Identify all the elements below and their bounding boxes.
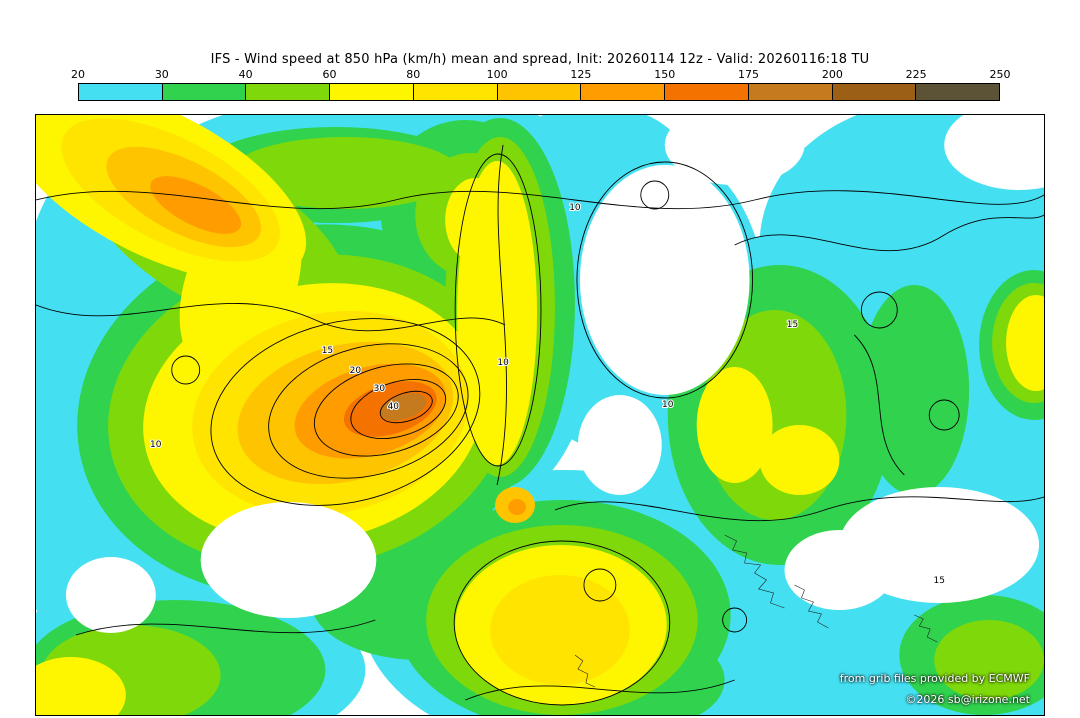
- colorbar-ticks: 20 30 40 60 80 100 125 150 175 200 225 250: [71, 68, 1011, 82]
- map-line: [464, 679, 735, 701]
- contour-label: 10: [662, 400, 674, 410]
- contour-fill-shape: [934, 620, 1044, 700]
- contour-label: 10: [497, 358, 509, 368]
- colorbar-tick-label: 200: [821, 68, 843, 81]
- contour-fill-shape: [200, 502, 377, 618]
- map-line: [724, 534, 785, 609]
- map-line: [453, 540, 671, 706]
- contour-label: 15: [322, 346, 333, 356]
- contour-fill-shape: [577, 395, 662, 495]
- contour-label: 40: [388, 402, 400, 412]
- map-line: [583, 568, 617, 602]
- contour-fill-shape: [36, 657, 126, 715]
- contour-label: 10: [150, 440, 162, 450]
- contour-fill-shape: [380, 393, 427, 421]
- contour-fill-shape: [445, 178, 506, 262]
- map-line: [860, 291, 898, 329]
- attribution-copyright: ©2026 sb@irizone.net: [905, 693, 1030, 706]
- contour-label: 15: [787, 320, 798, 330]
- colorbar-cell: [162, 84, 247, 100]
- map-line: [313, 363, 459, 457]
- contour-fill-shape: [784, 530, 895, 610]
- map-line: [576, 161, 754, 399]
- map-line: [722, 607, 748, 633]
- contour-fill-shape: [759, 425, 840, 495]
- contour-label: 15: [933, 576, 944, 586]
- colorbar: 20 30 40 60 80 100 125 150 175 200 225 250: [71, 68, 1011, 101]
- colorbar-cell: [581, 84, 666, 100]
- colorbar-cell: [748, 84, 833, 100]
- contour-label: 30: [374, 384, 386, 394]
- colorbar-tick-label: 100: [486, 68, 508, 81]
- map-line: [379, 390, 433, 424]
- colorbar-cells: [78, 83, 1000, 101]
- map-line: [496, 144, 507, 486]
- map-line: [268, 343, 469, 479]
- contour-fill-shape: [65, 557, 156, 633]
- page-title: IFS - Wind speed at 850 hPa (km/h) mean …: [210, 52, 870, 67]
- filled-contours-layer: [36, 115, 1044, 715]
- attribution-source: from grib files provided by ECMWF: [839, 672, 1030, 685]
- coastlines: [574, 534, 938, 688]
- contour-fill-shape: [508, 499, 527, 515]
- colorbar-tick-label: 150: [654, 68, 676, 81]
- colorbar-cell: [916, 84, 1000, 100]
- contour-fill-shape: [1006, 295, 1044, 391]
- contour-fill-shape: [490, 575, 630, 685]
- map-line: [914, 614, 938, 643]
- map-line: [574, 654, 596, 688]
- map-line: [36, 190, 1044, 210]
- colorbar-cell: [497, 84, 582, 100]
- colorbar-tick-label: 250: [989, 68, 1011, 81]
- map-line: [794, 584, 829, 629]
- map-line: [210, 318, 481, 506]
- map-panel: 15 20 30 40 10 10 15 10 15 10 from grib files pro…: [35, 114, 1045, 716]
- white-low-wind-areas: [65, 115, 1044, 633]
- contour-fill-shape: [579, 165, 750, 395]
- map-line: [734, 214, 1044, 251]
- contour-fill-shape: [944, 115, 1044, 190]
- contour-fill-shape: [696, 367, 773, 483]
- contour-fill-shape: [859, 285, 970, 495]
- map-line: [554, 496, 1044, 522]
- colorbar-tick-label: 175: [738, 68, 760, 81]
- colorbar-tick-label: 40: [238, 68, 253, 81]
- map-line: [75, 619, 376, 636]
- contour-fill-shape: [150, 176, 242, 234]
- contour-fill-shape: [230, 137, 461, 209]
- colorbar-tick-label: 60: [322, 68, 337, 81]
- colorbar-cell: [832, 84, 917, 100]
- map-line: [171, 355, 201, 385]
- contour-fill-shape: [664, 115, 805, 185]
- colorbar-cell: [665, 84, 749, 100]
- map-line: [928, 399, 960, 431]
- map-line: [640, 180, 670, 210]
- colorbar-cell: [79, 84, 163, 100]
- colorbar-tick-label: 125: [570, 68, 592, 81]
- contour-lines: [36, 144, 1044, 706]
- contour-label: 20: [350, 366, 362, 376]
- colorbar-cell: [330, 84, 414, 100]
- colorbar-tick-label: 80: [406, 68, 421, 81]
- contour-label: 10: [569, 203, 581, 213]
- colorbar-tick-label: 20: [71, 68, 85, 81]
- map-line: [854, 334, 905, 476]
- map-line: [36, 303, 506, 332]
- colorbar-tick-label: 225: [905, 68, 927, 81]
- colorbar-cell: [246, 84, 331, 100]
- colorbar-tick-label: 30: [154, 68, 169, 81]
- colorbar-cell: [413, 84, 498, 100]
- map-line: [454, 153, 542, 467]
- map-line: [350, 379, 447, 439]
